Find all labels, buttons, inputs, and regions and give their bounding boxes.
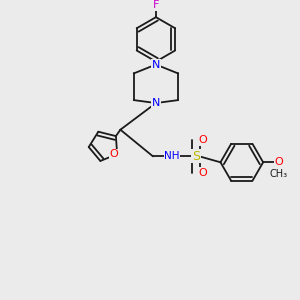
Text: O: O (274, 157, 283, 167)
Text: O: O (198, 168, 207, 178)
Text: CH₃: CH₃ (270, 169, 288, 178)
Text: S: S (192, 150, 200, 163)
Text: O: O (110, 149, 118, 159)
Text: N: N (152, 60, 160, 70)
Text: NH: NH (164, 152, 180, 161)
Text: N: N (152, 98, 160, 108)
Text: F: F (153, 0, 159, 10)
Text: O: O (198, 135, 207, 145)
